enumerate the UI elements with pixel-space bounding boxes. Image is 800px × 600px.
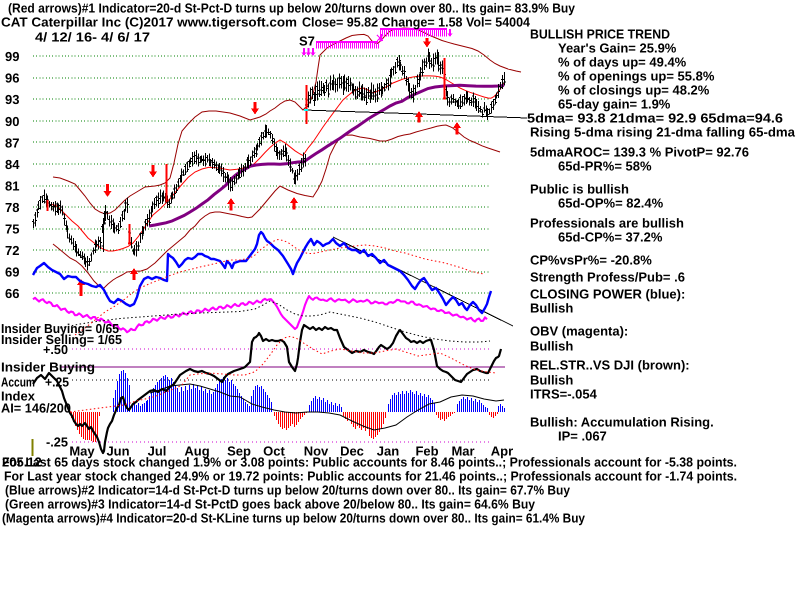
svg-text:93: 93 bbox=[5, 92, 19, 107]
svg-text:(Magenta arrows)#4 Indicator=2: (Magenta arrows)#4 Indicator=20-d St-KLi… bbox=[2, 511, 586, 526]
svg-text:Mar: Mar bbox=[451, 444, 474, 459]
svg-text:REL.STR..VS DJI (brown):: REL.STR..VS DJI (brown): bbox=[530, 358, 690, 373]
svg-text:+.25: +.25 bbox=[45, 375, 69, 390]
svg-text:Insider Selling= 1/65: Insider Selling= 1/65 bbox=[1, 332, 122, 347]
svg-text:Sep: Sep bbox=[227, 444, 251, 459]
svg-text:Apr: Apr bbox=[491, 444, 513, 459]
svg-text:Jul: Jul bbox=[148, 444, 167, 459]
svg-text:(Green arrows)#3 Indicator=14-: (Green arrows)#3 Indicator=14-d St-PctD … bbox=[5, 497, 536, 512]
svg-text:Insider Buying= 0/65: Insider Buying= 0/65 bbox=[1, 321, 119, 336]
svg-text:Accum: Accum bbox=[1, 375, 35, 390]
svg-text:81: 81 bbox=[5, 178, 19, 193]
svg-text:-.25: -.25 bbox=[46, 435, 68, 450]
svg-text:Bullish: Accumulation Rising.: Bullish: Accumulation Rising. bbox=[530, 415, 714, 430]
svg-text:99: 99 bbox=[5, 49, 19, 64]
svg-text:% of closings up= 48.2%: % of closings up= 48.2% bbox=[558, 83, 710, 98]
svg-text:Aug: Aug bbox=[184, 444, 209, 459]
svg-text:Year's Gain= 25.9%: Year's Gain= 25.9% bbox=[558, 41, 677, 56]
svg-text:(Red arrows)#1 Indicator=20-d: (Red arrows)#1 Indicator=20-d St-Pct-D t… bbox=[8, 1, 576, 16]
svg-text:BULLISH PRICE TREND: BULLISH PRICE TREND bbox=[530, 27, 670, 42]
svg-text:Index: Index bbox=[1, 389, 36, 404]
svg-text:72: 72 bbox=[5, 243, 19, 258]
svg-text:Bullish: Bullish bbox=[530, 301, 573, 316]
svg-text:Oct: Oct bbox=[263, 444, 285, 459]
svg-text:For Last 65 days stock changed: For Last 65 days stock changed 1.9% or 3… bbox=[2, 455, 737, 470]
svg-text:Nov: Nov bbox=[304, 444, 329, 459]
svg-text:5dmaAROC= 139.3 % PivotP= 92.: 5dmaAROC= 139.3 % PivotP= 92.76 bbox=[530, 145, 749, 160]
svg-text:Rising 5-dma rising 21-dma f: Rising 5-dma rising 21-dma falling 65-dm… bbox=[530, 125, 796, 140]
svg-text:5dma= 93.8 21dma= 92.9 65dma=9: 5dma= 93.8 21dma= 92.9 65dma=94.6 bbox=[527, 111, 783, 126]
svg-text:For Last year stock changed 2: For Last year stock changed 24.9% or 19.… bbox=[4, 469, 737, 484]
svg-text:+.50: +.50 bbox=[43, 342, 68, 357]
svg-text:84: 84 bbox=[5, 157, 20, 172]
svg-text:Public is bullish: Public is bullish bbox=[530, 182, 629, 197]
svg-text:65d-PR%= 58%: 65d-PR%= 58% bbox=[558, 159, 652, 174]
svg-text:IP= .067: IP= .067 bbox=[558, 429, 607, 444]
svg-text:4/ 12/ 16- 4/ 6/ 17: 4/ 12/ 16- 4/ 6/ 17 bbox=[35, 30, 150, 45]
svg-text:AI= 146/200: AI= 146/200 bbox=[1, 401, 71, 416]
svg-text:69: 69 bbox=[5, 265, 19, 280]
svg-text:65-day gain= 1.9%: 65-day gain= 1.9% bbox=[558, 97, 671, 112]
svg-text:Jun: Jun bbox=[106, 444, 129, 459]
svg-text:Insider Buying: Insider Buying bbox=[1, 360, 95, 375]
svg-text:Bullish: Bullish bbox=[530, 339, 573, 354]
svg-text:87: 87 bbox=[5, 135, 19, 150]
svg-text:Bullish: Bullish bbox=[530, 373, 573, 388]
svg-text:Feb: Feb bbox=[415, 444, 438, 459]
svg-text:78: 78 bbox=[5, 200, 19, 215]
svg-text:(Blue arrows)#2 Indicator=14-d: (Blue arrows)#2 Indicator=14-d St-Pct-D … bbox=[5, 483, 571, 498]
svg-text:CP%vsPr%= -20.8%: CP%vsPr%= -20.8% bbox=[530, 253, 652, 268]
svg-text:CAT Caterpillar Inc (C)2017: CAT Caterpillar Inc (C)2017 www.tigersof… bbox=[1, 15, 297, 30]
svg-text:96: 96 bbox=[5, 71, 19, 86]
svg-text:May: May bbox=[69, 444, 95, 459]
svg-text:% of days up= 49.4%: % of days up= 49.4% bbox=[558, 55, 687, 70]
svg-text:% of openings up= 55.8%: % of openings up= 55.8% bbox=[558, 69, 715, 84]
svg-text:S7: S7 bbox=[299, 34, 315, 49]
svg-text:66: 66 bbox=[5, 286, 19, 301]
svg-text:Dec: Dec bbox=[340, 444, 364, 459]
svg-text:65d-OP%= 82.4%: 65d-OP%= 82.4% bbox=[558, 196, 664, 211]
svg-text:90: 90 bbox=[5, 114, 19, 129]
svg-text:ITRS=-.054: ITRS=-.054 bbox=[530, 387, 598, 402]
svg-text:205.12: 205.12 bbox=[2, 455, 42, 470]
svg-text:Strength Profess/Pub= .6: Strength Profess/Pub= .6 bbox=[530, 270, 685, 285]
svg-text:Close= 95.82 Change= 1.58 Vo: Close= 95.82 Change= 1.58 Vol= 54004 bbox=[302, 15, 531, 30]
svg-text:75: 75 bbox=[5, 222, 19, 237]
svg-text:Professionals are bullish: Professionals are bullish bbox=[530, 216, 684, 231]
svg-text:CLOSING POWER (blue):: CLOSING POWER (blue): bbox=[530, 287, 685, 302]
svg-text:65d-CP%= 37.2%: 65d-CP%= 37.2% bbox=[558, 230, 663, 245]
svg-text:Jan: Jan bbox=[377, 444, 399, 459]
svg-text:OBV (magenta):: OBV (magenta): bbox=[530, 324, 628, 339]
